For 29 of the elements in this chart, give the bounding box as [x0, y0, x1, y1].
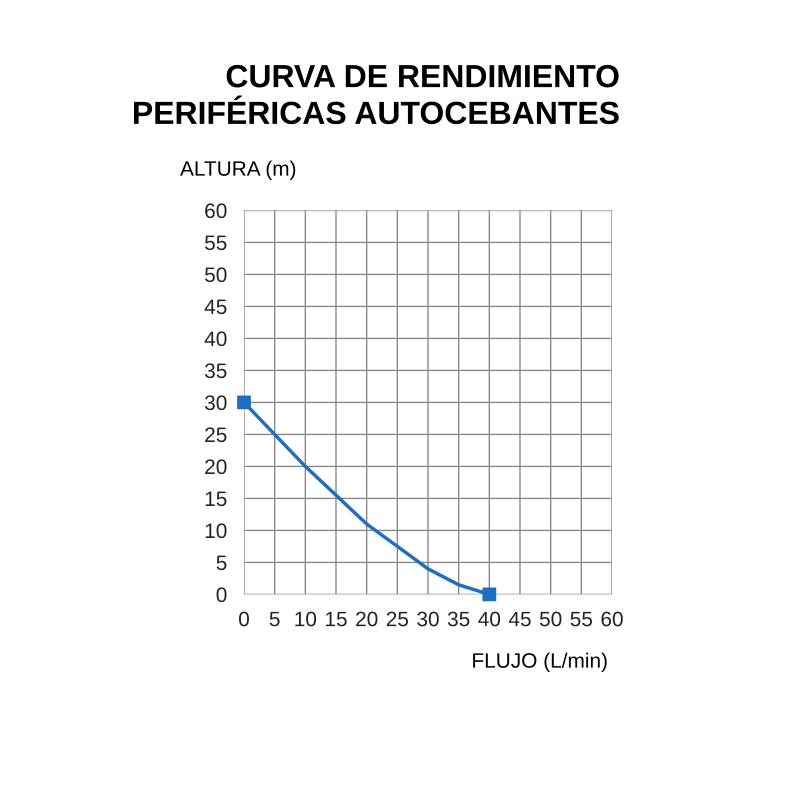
y-tick-label: 50	[204, 267, 227, 282]
x-tick-label: 60	[601, 612, 623, 626]
x-tick-label: 10	[295, 612, 316, 626]
y-tick-label: 25	[205, 427, 226, 442]
y-tick-label: 15	[206, 492, 226, 506]
y-tick-label: 60	[205, 203, 227, 218]
y-tick-label: 5	[216, 556, 226, 570]
x-tick-label: 40	[478, 612, 500, 626]
x-tick-label: 30	[417, 612, 439, 626]
x-tick-label: 25	[386, 612, 408, 626]
x-tick-label: 20	[356, 612, 378, 626]
x-tick-label: 35	[448, 612, 470, 626]
y-tick-label: 30	[204, 395, 227, 410]
x-tick-label: 0	[239, 612, 249, 626]
x-axis-title: FLUJO (L/min)	[473, 652, 607, 672]
y-tick-label: 45	[204, 300, 226, 314]
y-tick-label: 10	[206, 523, 227, 538]
x-tick-label: 45	[508, 612, 531, 626]
x-tick-label: 50	[540, 612, 562, 626]
y-tick-label: 20	[205, 459, 227, 474]
x-tick-label: 55	[570, 612, 592, 626]
y-tick-label: 0	[216, 587, 227, 602]
chart-title: CURVA DE RENDIMIENTO PERIFÉRICAS AUTOCEBANTES	[134, 64, 619, 124]
x-tick-label: 5	[270, 612, 280, 626]
y-tick-label: 55	[204, 236, 226, 250]
y-tick-label: 35	[204, 363, 226, 378]
x-tick-label: 15	[326, 612, 347, 626]
y-axis-title: ALTURA (m)	[180, 160, 296, 180]
y-tick-label: 40	[204, 331, 227, 346]
